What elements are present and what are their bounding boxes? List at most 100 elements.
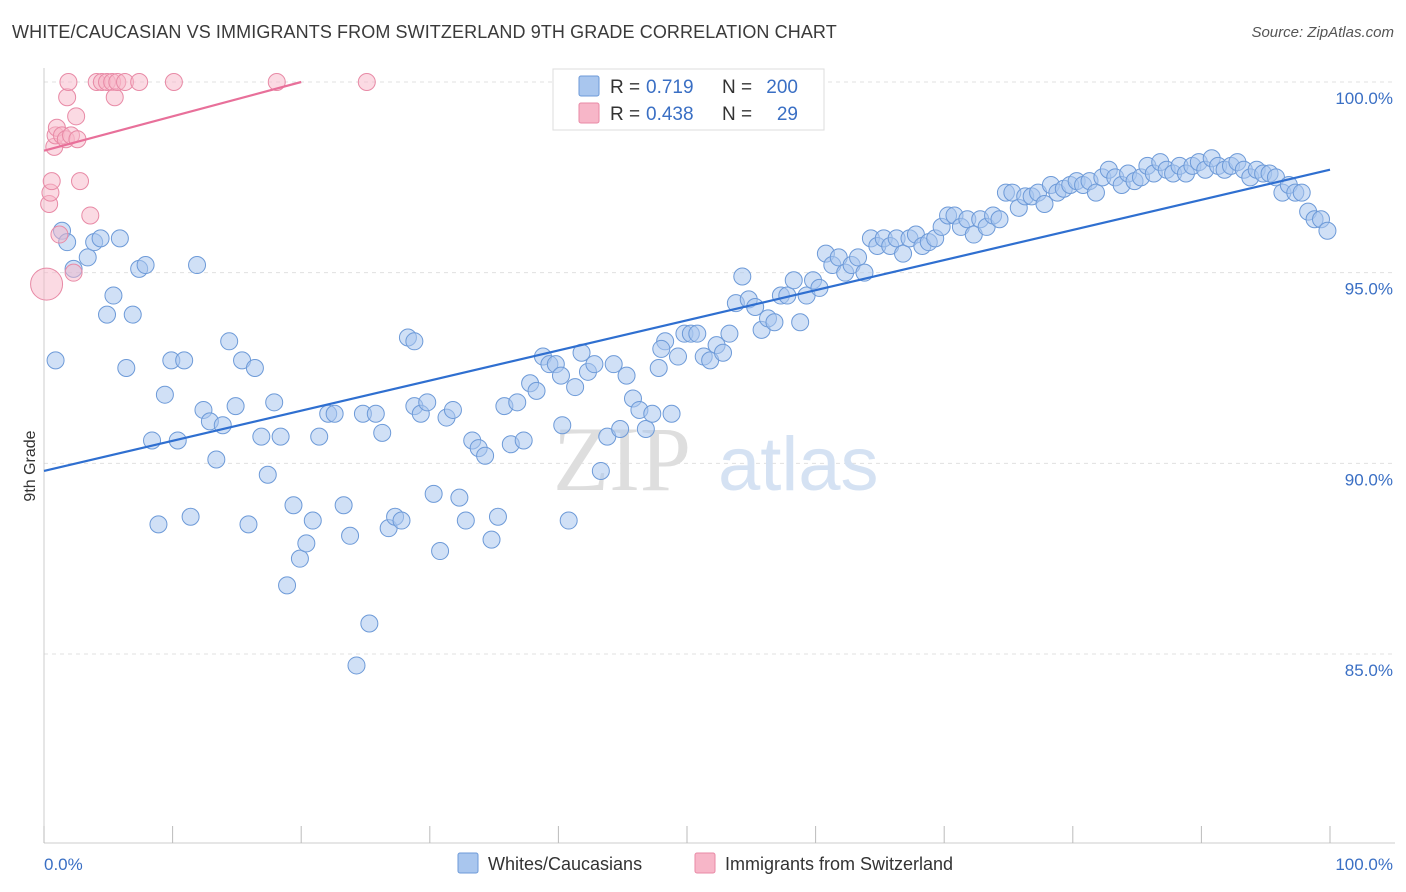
point-whites	[181, 507, 200, 526]
point-whites	[271, 427, 290, 446]
point-whites	[604, 355, 623, 374]
point-whites	[366, 404, 385, 423]
point-whites	[98, 305, 117, 324]
point-whites	[990, 210, 1009, 229]
legend-r-label-2: R =	[610, 104, 640, 125]
point-whites	[720, 324, 739, 343]
correlation-legend: R = 0.719 N = 200 R = 0.438 N = 29	[552, 68, 825, 131]
point-whites	[553, 416, 572, 435]
point-whites	[443, 400, 462, 419]
legend-n-value-2: 29	[777, 104, 798, 125]
point-whites	[784, 271, 803, 290]
point-whites	[643, 404, 662, 423]
point-whites	[617, 366, 636, 385]
point-whites	[347, 656, 366, 675]
point-whites	[1086, 183, 1105, 202]
point-whites	[652, 339, 671, 358]
point-whites	[431, 542, 450, 561]
point-swiss	[81, 206, 100, 225]
point-whites	[668, 347, 687, 366]
point-swiss	[105, 88, 124, 107]
point-whites	[791, 313, 810, 332]
legend-swatch-pink	[578, 102, 600, 124]
legend-n-value-1: 200	[766, 77, 798, 98]
point-whites	[265, 393, 284, 412]
point-whites	[117, 359, 136, 377]
point-whites	[1292, 183, 1311, 202]
point-whites	[456, 511, 475, 530]
point-whites	[245, 359, 264, 377]
point-whites	[662, 404, 681, 423]
point-swiss	[130, 73, 149, 91]
point-whites	[849, 248, 868, 267]
point-whites	[290, 549, 309, 568]
point-whites	[450, 488, 469, 507]
point-swiss	[71, 172, 90, 191]
point-whites	[765, 313, 784, 332]
point-whites	[405, 332, 424, 351]
point-whites	[508, 393, 527, 412]
point-whites	[136, 256, 155, 275]
point-whites	[226, 397, 245, 416]
watermark: ZIP atlas	[553, 408, 879, 510]
point-whites	[418, 393, 437, 412]
legend-r-value-1: 0.719	[646, 77, 694, 98]
trend-lines	[43, 80, 1331, 473]
trend-line-swiss	[43, 80, 302, 152]
point-whites	[258, 465, 277, 484]
point-whites	[334, 496, 353, 515]
point-whites	[514, 431, 533, 450]
point-whites	[714, 343, 733, 362]
point-swiss	[357, 73, 376, 91]
point-whites	[1035, 195, 1054, 214]
point-whites	[688, 324, 707, 343]
legend-swatch-blue	[578, 75, 600, 97]
point-whites	[175, 351, 194, 370]
y-tick-label: 90.0%	[1345, 470, 1393, 489]
point-whites	[585, 355, 604, 374]
point-whites	[284, 496, 303, 515]
point-whites	[551, 366, 570, 385]
point-whites	[527, 381, 546, 400]
point-whites	[1318, 221, 1337, 240]
point-whites	[373, 423, 392, 442]
x-tick-label: 100.0%	[1335, 855, 1393, 874]
point-whites	[392, 511, 411, 530]
point-swiss	[164, 73, 183, 91]
point-whites	[566, 378, 585, 397]
point-whites	[482, 530, 501, 549]
point-whites	[424, 484, 443, 503]
legend-n-label-1: N =	[722, 77, 752, 98]
point-whites	[278, 576, 297, 595]
point-whites	[239, 515, 258, 534]
series-swiss-points	[30, 73, 376, 301]
point-whites	[303, 511, 322, 530]
series-legend: Whites/Caucasians Immigrants from Switze…	[457, 852, 953, 874]
point-whites	[360, 614, 379, 633]
point-swiss	[30, 267, 64, 301]
point-whites	[207, 450, 226, 469]
point-whites	[341, 526, 360, 545]
series-legend-swatch-pink	[694, 852, 716, 874]
series-legend-swatch-blue	[457, 852, 479, 874]
legend-r-value-2: 0.438	[646, 104, 694, 125]
point-whites	[488, 507, 507, 526]
point-swiss	[59, 73, 78, 91]
trend-line-whites	[43, 168, 1331, 473]
point-whites	[91, 229, 110, 248]
y-tick-label: 85.0%	[1345, 661, 1393, 680]
series-legend-label-1: Whites/Caucasians	[488, 854, 642, 874]
y-tick-labels: 85.0% 90.0% 95.0% 100.0%	[1335, 89, 1393, 680]
point-whites	[104, 286, 123, 305]
point-whites	[220, 332, 239, 351]
point-whites	[636, 420, 655, 439]
point-whites	[252, 427, 271, 446]
point-swiss	[50, 225, 69, 244]
point-whites	[310, 427, 329, 446]
legend-r-label-1: R =	[610, 77, 640, 98]
point-swiss	[42, 172, 61, 191]
x-tick-label: 0.0%	[44, 855, 83, 874]
point-whites	[155, 385, 174, 404]
point-whites	[649, 359, 668, 377]
